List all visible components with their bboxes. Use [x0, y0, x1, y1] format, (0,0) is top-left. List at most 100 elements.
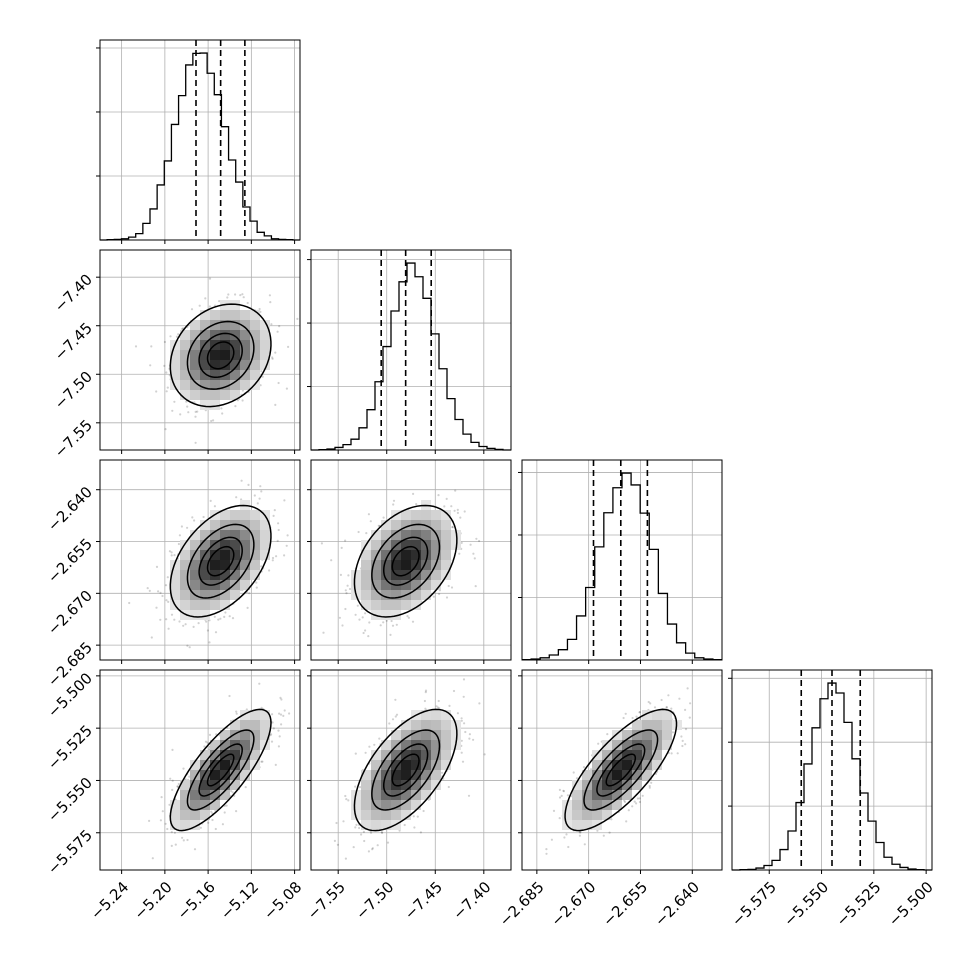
x-tick-label: −2.685 — [496, 878, 548, 930]
sample-point — [180, 525, 183, 528]
sample-point — [259, 384, 262, 387]
sample-point — [686, 687, 689, 690]
sample-point — [271, 356, 274, 359]
density-cell — [401, 720, 411, 730]
density-cell — [361, 550, 371, 560]
sample-point — [151, 857, 154, 860]
sample-point — [164, 584, 168, 587]
sample-point — [220, 407, 223, 410]
sample-point — [364, 612, 367, 615]
sample-point — [451, 526, 454, 529]
density-cell — [662, 740, 672, 750]
density-cell — [220, 730, 230, 740]
density-cell — [441, 760, 451, 770]
sample-point — [169, 335, 172, 338]
density-cell — [421, 730, 431, 740]
sample-point — [259, 485, 262, 488]
density-cell — [210, 750, 220, 760]
density-cell — [220, 750, 230, 760]
density-cell — [250, 520, 260, 530]
density-cell — [642, 770, 652, 780]
x-tick-label: −5.16 — [174, 878, 219, 923]
density-cell — [210, 360, 220, 370]
y-tick-label: −2.670 — [44, 587, 96, 639]
density-cell — [240, 310, 250, 320]
sample-point — [271, 713, 274, 716]
density-cell — [401, 740, 411, 750]
density-cell — [401, 600, 411, 610]
density-cell — [240, 730, 250, 740]
sample-point — [469, 543, 472, 546]
density-cell — [190, 390, 200, 400]
sample-point — [149, 364, 152, 367]
density-cell — [431, 550, 441, 560]
y-tick-label: −7.50 — [51, 368, 96, 413]
sample-point — [206, 629, 209, 632]
sample-point — [545, 852, 548, 855]
sample-point — [373, 743, 376, 746]
sample-point — [382, 516, 385, 519]
density-cell — [250, 360, 260, 370]
sample-point — [550, 838, 554, 841]
sample-point — [560, 794, 563, 798]
sample-point — [177, 333, 180, 336]
sample-point — [392, 499, 396, 502]
density-cell — [391, 770, 401, 780]
density-cell — [381, 530, 391, 540]
sample-point — [163, 364, 166, 367]
density-cell — [441, 730, 451, 740]
density-cell — [421, 770, 431, 780]
density-cell — [612, 750, 622, 760]
density-cell — [190, 580, 200, 590]
density-cell — [230, 390, 240, 400]
density-cell — [411, 770, 421, 780]
sample-point — [214, 631, 218, 634]
x-tick-label: −5.500 — [885, 878, 937, 930]
density-cell — [401, 780, 411, 790]
y-tick-label: −5.550 — [44, 774, 96, 826]
sample-point — [208, 733, 212, 737]
sample-point — [392, 503, 395, 506]
density-cell — [200, 310, 210, 320]
sample-point — [478, 702, 481, 705]
sample-point — [582, 766, 586, 769]
density-cell — [190, 330, 200, 340]
scatter-panel-3-1 — [310, 669, 512, 871]
sample-point — [231, 617, 235, 620]
sample-point — [182, 767, 185, 770]
density-cell — [371, 590, 381, 600]
density-cell — [411, 780, 421, 790]
x-tick-label: −2.670 — [547, 878, 599, 930]
density-cell — [260, 350, 270, 360]
density-cell — [210, 600, 220, 610]
sample-point — [181, 327, 184, 330]
sample-point — [463, 722, 466, 725]
sample-point — [639, 717, 642, 721]
sample-point — [345, 798, 348, 801]
density-cell — [240, 530, 250, 540]
sample-point — [473, 557, 476, 560]
density-cell — [240, 720, 250, 730]
sample-point — [176, 785, 179, 788]
density-cell — [230, 340, 240, 350]
density-cell — [210, 390, 220, 400]
density-cell — [220, 360, 230, 370]
y-tick-label: −7.45 — [51, 319, 96, 364]
density-cell — [381, 780, 391, 790]
density-cell — [632, 780, 642, 790]
density-cell — [200, 580, 210, 590]
sample-point — [279, 696, 282, 700]
sample-point — [148, 589, 151, 593]
density-cell — [250, 310, 260, 320]
scatter-panel-3-2 — [521, 669, 723, 871]
sample-point — [271, 721, 274, 724]
density-cell — [240, 560, 250, 570]
density-cell — [230, 750, 240, 760]
sample-point — [286, 534, 289, 537]
sample-point — [448, 704, 451, 708]
sample-point — [188, 646, 191, 649]
sample-point — [472, 552, 475, 555]
x-tick-label: −5.12 — [217, 878, 262, 923]
density-cell — [200, 570, 210, 580]
density-cell — [240, 360, 250, 370]
